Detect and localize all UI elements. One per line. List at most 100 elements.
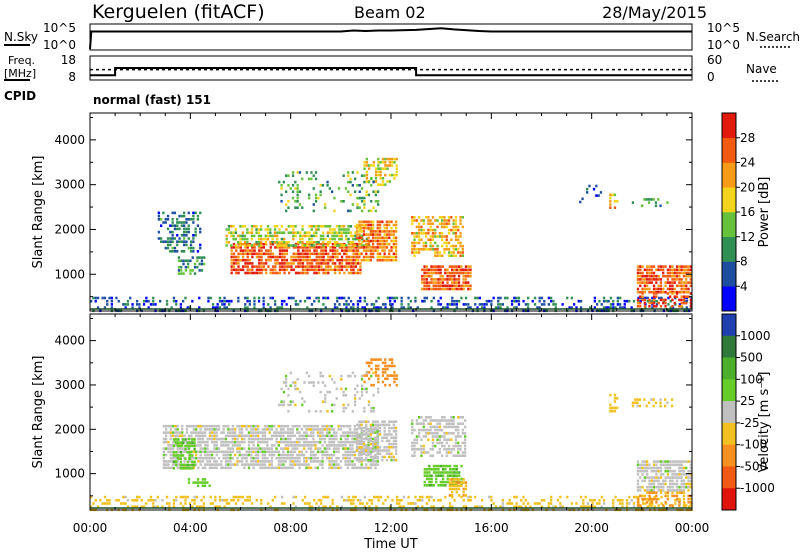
scatter-cell <box>314 200 318 203</box>
scatter-cell <box>337 440 340 444</box>
scatter-cell <box>448 265 451 268</box>
scatter-cell <box>636 305 640 308</box>
scatter-cell <box>294 231 297 234</box>
scatter-cell <box>457 281 461 284</box>
scatter-cell <box>352 262 355 265</box>
scatter-cell <box>382 303 385 306</box>
scatter-cell <box>225 237 228 241</box>
scatter-cell <box>391 364 394 368</box>
scatter-cell <box>447 438 451 441</box>
scatter-cell <box>425 502 429 505</box>
scatter-cell <box>411 432 414 435</box>
scatter-cell <box>650 489 653 492</box>
scatter-cell <box>418 432 421 435</box>
scatter-cell <box>407 303 410 306</box>
scatter-cell <box>689 482 692 486</box>
scatter-cell <box>438 422 441 425</box>
scatter-cell <box>641 469 644 473</box>
scatter-cell <box>381 180 385 183</box>
scatter-cell <box>453 464 456 468</box>
scatter-cell <box>322 249 325 252</box>
scatter-cell <box>240 453 244 457</box>
scatter-cell <box>280 184 283 187</box>
scatter-cell <box>280 424 283 428</box>
scatter-cell <box>251 265 254 268</box>
scatter-cell <box>238 460 241 463</box>
scatter-cell <box>349 428 352 431</box>
scatter-cell <box>352 265 355 268</box>
scatter-cell <box>455 468 459 471</box>
scatter-cell <box>316 447 320 450</box>
scatter-cell <box>214 306 217 309</box>
scatter-cell <box>169 460 172 463</box>
scatter-cell <box>336 306 339 309</box>
scatter-cell <box>359 296 362 300</box>
scatter-cell <box>652 198 655 201</box>
scatter-cell <box>164 218 167 221</box>
scatter-cell <box>265 268 268 272</box>
scatter-cell <box>238 440 241 444</box>
scatter-cell <box>122 502 125 505</box>
scatter-cell <box>294 200 297 203</box>
scatter-cell <box>643 284 646 288</box>
scatter-cell <box>285 244 288 247</box>
scatter-cell <box>662 504 665 507</box>
scatter-cell <box>432 468 436 471</box>
scatter-cell <box>218 505 222 508</box>
scatter-cell <box>455 484 458 488</box>
scatter-cell <box>623 306 626 309</box>
scatter-cell <box>459 244 462 248</box>
scatter-cell <box>338 271 341 275</box>
scatter-cell <box>643 489 646 492</box>
scatter-cell <box>195 505 199 508</box>
scatter-cell <box>354 495 357 499</box>
scatter-cell <box>293 463 297 466</box>
colorbar-segment <box>722 236 736 262</box>
scatter-cell <box>459 444 462 448</box>
scatter-cell <box>418 251 421 254</box>
scatter-cell <box>326 410 329 413</box>
scatter-cell <box>329 268 332 272</box>
scatter-cell <box>194 456 198 460</box>
scatter-cell <box>101 502 104 505</box>
scatter-cell <box>285 190 288 193</box>
scatter-cell <box>385 436 389 439</box>
scatter-cell <box>280 193 283 197</box>
nsky-series-line <box>89 27 692 50</box>
scatter-cell <box>267 252 270 256</box>
scatter-cell <box>270 447 274 450</box>
scatter-cell <box>103 306 107 309</box>
scatter-cell <box>428 468 431 471</box>
scatter-cell <box>336 255 339 259</box>
scatter-cell <box>386 157 389 161</box>
scatter-cell <box>384 306 387 309</box>
scatter-cell <box>329 225 332 228</box>
scatter-cell <box>248 303 251 306</box>
scatter-cell <box>461 416 464 419</box>
scatter-cell <box>378 226 382 230</box>
scatter-cell <box>414 299 417 303</box>
scatter-cell <box>335 460 338 463</box>
scatter-cell <box>241 225 244 228</box>
scatter-cell <box>662 485 665 489</box>
scatter-cell <box>441 244 444 248</box>
scatter-cell <box>223 296 226 300</box>
scatter-cell <box>313 258 316 262</box>
scatter-cell <box>368 499 371 502</box>
scatter-cell <box>206 481 209 484</box>
scatter-cell <box>682 460 686 463</box>
scatter-cell <box>243 463 246 466</box>
scatter-cell <box>421 274 424 278</box>
scatter-cell <box>682 298 686 302</box>
scatter-cell <box>392 258 395 262</box>
scatter-cell <box>609 196 612 200</box>
scatter-cell <box>317 228 320 231</box>
scatter-cell <box>437 471 440 474</box>
scatter-cell <box>664 404 667 408</box>
scatter-cell <box>310 505 314 508</box>
scatter-cell <box>347 171 350 174</box>
y-tick-label: 4000 <box>54 133 85 147</box>
scatter-cell <box>297 246 300 249</box>
scatter-cell <box>682 290 686 294</box>
scatter-cell <box>415 248 418 251</box>
